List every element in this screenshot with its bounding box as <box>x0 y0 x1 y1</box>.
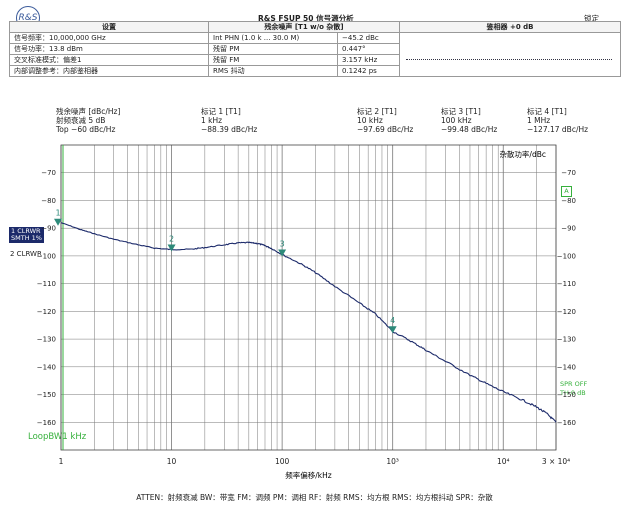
row-value: 0.1242 ps <box>337 65 400 77</box>
lock-status: 锁定 <box>584 14 599 23</box>
col-phase-detector: 鉴相器 +0 dB <box>399 21 621 33</box>
x-tick-label: 1 <box>59 457 64 466</box>
marker-1-header: 标记 1 [T1] 1 kHz −88.39 dBc/Hz <box>201 107 257 134</box>
trace-1-mode: 1 CLRWR <box>11 227 41 235</box>
marker-label: 3 <box>280 239 285 248</box>
trace-1-smoothing: SMTH 1% <box>11 234 42 242</box>
header-line: 标记 2 [T1] <box>357 107 397 116</box>
series-line <box>60 222 557 423</box>
marker-4-header: 标记 4 [T1] 1 MHz −127.17 dBc/Hz <box>527 107 588 134</box>
spr-off-label: SPR OFF <box>560 380 588 388</box>
y-axis-label: 杂散功率/dBc <box>499 149 546 159</box>
marker-label: 2 <box>169 235 174 244</box>
x-tick-label: 100 <box>275 457 290 466</box>
y-tick-label-left: −160 <box>37 419 56 427</box>
header-line: −97.69 dBc/Hz <box>357 125 414 134</box>
marker-triangle <box>278 249 287 257</box>
y-tick-label-left: −110 <box>37 280 56 288</box>
x-tick-label: 3 × 10⁴ <box>542 457 570 466</box>
y-tick-label-right: −140 <box>557 363 576 371</box>
y-tick-label-left: −90 <box>41 225 56 233</box>
instrument-title: R&S FSUP 50 信号源分析 <box>258 14 354 23</box>
threshold-label: TH 0 dB <box>560 389 586 397</box>
y-tick-label-right: −100 <box>557 252 576 260</box>
x-tick-label: 10 <box>167 457 177 466</box>
y-tick-label-right: −160 <box>557 419 576 427</box>
y-tick-label-left: −80 <box>41 197 56 205</box>
header-line: 1 MHz <box>527 116 551 125</box>
marker-2-header: 标记 2 [T1] 10 kHz −97.69 dBc/Hz <box>357 107 413 134</box>
y-tick-label-right: −130 <box>557 336 576 344</box>
header-line: 10 kHz <box>357 116 383 125</box>
chart-ticks: −70 −70 −80 −80 −90 −90 −100 −100 −110 −110 −120 −1… <box>37 169 576 466</box>
marker-label: 4 <box>390 316 395 325</box>
y-tick-label-left: −150 <box>37 391 56 399</box>
marker-triangle <box>388 326 397 334</box>
trace-1-label: 1 CLRWR SMTH 1% <box>9 227 44 243</box>
header-line: 100 kHz <box>441 116 472 125</box>
abbreviation-legend: ATTEN：射频衰减 BW：带宽 FM：调频 PM：调相 RF：射频 RMS：均… <box>136 493 493 502</box>
y-tick-label-right: −90 <box>561 225 576 233</box>
y-tick-label-left: −120 <box>37 308 56 316</box>
header-line: −88.39 dBc/Hz <box>201 125 258 134</box>
chart-markers: 1 2 3 4 <box>54 209 397 334</box>
marker-3-header: 标记 3 [T1] 100 kHz −99.48 dBc/Hz <box>441 107 497 134</box>
y-tick-label-right: −150 <box>557 391 576 399</box>
marker-label: 1 <box>55 209 60 218</box>
row-label: 内部调整参考：内部鉴相器 <box>9 65 209 77</box>
chart-axes <box>60 144 557 451</box>
header-line: −127.17 dBc/Hz <box>527 125 589 134</box>
header-line: 标记 3 [T1] <box>441 107 481 116</box>
header-line: 标记 1 [T1] <box>201 107 241 116</box>
chart-grid <box>60 145 557 450</box>
header-line: 残余噪声 [dBc/Hz] <box>56 107 121 116</box>
settings-table: 设置 残余噪声 [T1 w/o 杂散] 鉴相器 +0 dB 信号频率：10,00… <box>9 21 621 77</box>
loop-bandwidth-label: LoopBW1 kHz <box>28 432 87 442</box>
y-tick-label-right: −70 <box>561 169 576 177</box>
residual-noise-header: 残余噪声 [dBc/Hz] 射频衰减 5 dB Top −60 dBc/Hz <box>56 107 120 134</box>
marker-triangle <box>54 218 62 226</box>
header-line: 1 kHz <box>201 116 223 125</box>
y-tick-label-right: −120 <box>557 308 576 316</box>
y-tick-label-left: −70 <box>41 169 56 177</box>
phase-detector-panel <box>399 32 621 77</box>
marker-triangle <box>167 244 176 252</box>
x-axis-label: 频率偏移/kHz <box>285 470 332 480</box>
y-tick-label-left: −100 <box>37 252 56 260</box>
header-line: Top −60 dBc/Hz <box>56 125 116 134</box>
header-line: −99.48 dBc/Hz <box>441 125 498 134</box>
plot-frame <box>60 144 557 451</box>
header-line: 标记 4 [T1] <box>527 107 567 116</box>
x-tick-label: 10⁴ <box>497 457 510 466</box>
y-tick-label-left: −130 <box>37 336 56 344</box>
y-tick-label-right: −110 <box>557 280 576 288</box>
x-tick-label: 10³ <box>386 457 399 466</box>
y-tick-label-left: −140 <box>37 363 56 371</box>
a-badge: A <box>561 186 572 197</box>
header-line: 射频衰减 5 dB <box>56 116 106 125</box>
trace-2-label: 2 CLRWR <box>10 250 42 258</box>
y-tick-label-right: −80 <box>561 197 576 205</box>
